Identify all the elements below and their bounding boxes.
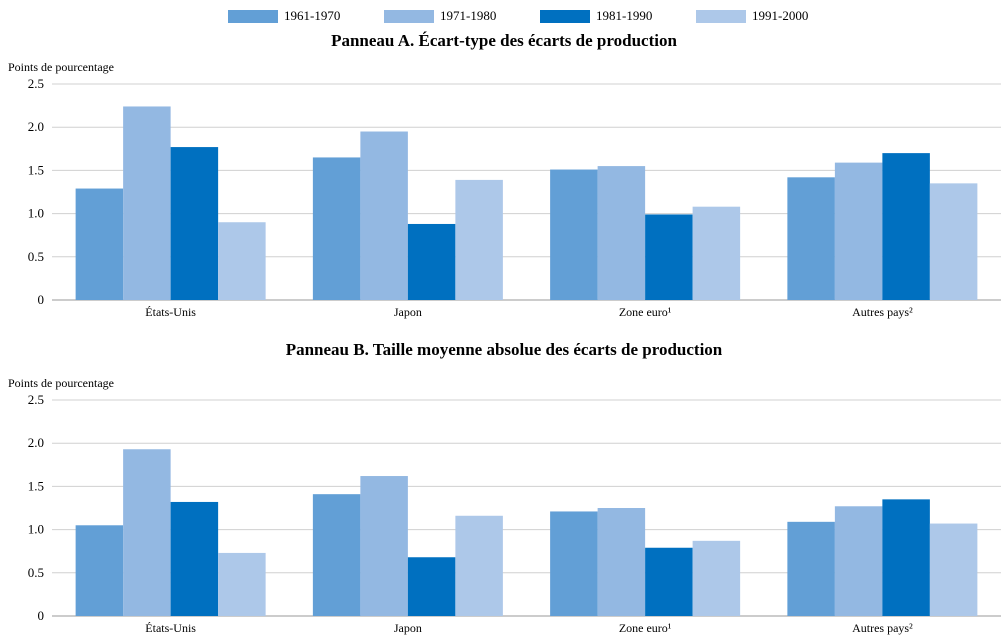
bar	[123, 449, 171, 616]
panel-b-y-unit-label: Points de pourcentage	[8, 376, 114, 390]
bar	[550, 511, 598, 616]
bar	[882, 153, 930, 300]
y-tick-label: 0	[38, 608, 45, 623]
bar	[218, 222, 266, 300]
legend-swatch	[228, 9, 278, 23]
y-tick-label: 1.0	[28, 206, 44, 221]
bar	[75, 525, 124, 616]
bar	[929, 183, 978, 300]
legend-item-1971-1980: 1971-1980	[384, 6, 496, 26]
x-tick-label: Japon	[394, 621, 422, 635]
bar	[455, 515, 503, 616]
bar	[170, 501, 219, 616]
bar	[455, 179, 503, 300]
y-tick-label: 0.5	[28, 249, 44, 264]
bar	[834, 162, 883, 300]
bar	[123, 106, 171, 300]
bar	[407, 557, 456, 616]
panel-a-y-unit-label: Points de pourcentage	[8, 60, 114, 74]
y-tick-label: 0	[38, 292, 45, 307]
y-tick-label: 1.0	[28, 522, 44, 537]
legend-swatch	[696, 9, 746, 23]
y-tick-label: 2.5	[28, 392, 44, 407]
bar	[218, 552, 266, 616]
x-tick-label: États-Unis	[145, 305, 196, 319]
panel-a-title: Panneau A. Écart-type des écarts de prod…	[331, 31, 677, 50]
bar	[170, 147, 219, 300]
panel-b-title: Panneau B. Taille moyenne absolue des éc…	[285, 340, 723, 359]
bar	[834, 506, 883, 616]
bar	[645, 547, 693, 616]
chart-legend: 1961-1970 1971-1980 1981-1990 1991-2000	[0, 6, 1008, 26]
legend-item-1991-2000: 1991-2000	[696, 6, 808, 26]
y-tick-label: 1.5	[28, 162, 44, 177]
x-tick-label: Autres pays²	[852, 621, 913, 635]
x-tick-label: Zone euro¹	[619, 305, 672, 319]
x-tick-label: Autres pays²	[852, 305, 913, 319]
bar	[597, 166, 646, 300]
bar	[75, 188, 124, 300]
bar	[787, 177, 835, 300]
bar	[929, 523, 978, 616]
bar	[407, 223, 456, 300]
bar	[692, 540, 741, 616]
x-tick-label: Japon	[394, 305, 422, 319]
bar	[312, 494, 361, 616]
legend-swatch	[540, 9, 590, 23]
panel-b-bar-chart: 0 0.5 1.0 1.5 2.0 2.5 États-Unis Japon Zone euro…	[28, 392, 1001, 635]
legend-label: 1991-2000	[752, 8, 809, 23]
panel-a-bar-chart: 0 0.5 1.0 1.5 2.0 2.5 États-Unis Japon Zone euro…	[28, 76, 1001, 319]
y-tick-label: 2.5	[28, 76, 44, 91]
legend-label: 1961-1970	[284, 8, 341, 23]
bar	[645, 214, 693, 300]
legend-item-1961-1970: 1961-1970	[228, 6, 340, 26]
y-tick-label: 0.5	[28, 565, 44, 580]
legend-item-1981-1990: 1981-1990	[540, 6, 652, 26]
bar	[882, 499, 930, 616]
y-tick-label: 2.0	[28, 435, 44, 450]
y-tick-label: 2.0	[28, 119, 44, 134]
legend-label: 1971-1980	[440, 8, 497, 23]
bar	[360, 476, 408, 616]
bar	[550, 169, 598, 300]
bar	[787, 521, 835, 616]
bar	[312, 157, 361, 300]
x-tick-label: États-Unis	[145, 621, 196, 635]
bar	[597, 508, 646, 616]
x-tick-label: Zone euro¹	[619, 621, 672, 635]
legend-swatch	[384, 9, 434, 23]
bar	[360, 131, 408, 300]
y-tick-label: 1.5	[28, 478, 44, 493]
legend-label: 1981-1990	[596, 8, 653, 23]
bar	[692, 206, 741, 300]
